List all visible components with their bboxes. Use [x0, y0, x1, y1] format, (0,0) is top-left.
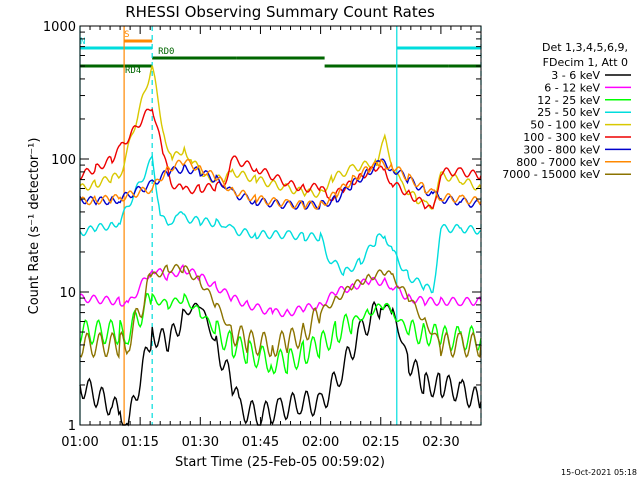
legend-entry-label: 50 - 100 keV: [530, 119, 600, 132]
observing-state-bars: S N RD0 RD4: [80, 30, 481, 76]
legend-entry-label: 3 - 6 keV: [551, 69, 600, 82]
chart-title: RHESSI Observing Summary Count Rates: [125, 3, 435, 21]
legend-entry-label: 7000 - 15000 keV: [502, 168, 600, 181]
y-axis: 1 10 100 1000: [43, 20, 481, 434]
legend-entry-label: 100 - 300 keV: [523, 131, 600, 144]
x-tick-label: 02:15: [362, 435, 399, 450]
legend-entry-label: 25 - 50 keV: [537, 106, 600, 119]
y-axis-label: Count Rate (s⁻¹ detector⁻¹): [27, 138, 42, 315]
series-line-8: [79, 263, 482, 360]
x-tick-label: 02:30: [422, 435, 459, 450]
series-line-1: [79, 263, 482, 318]
state-bar-label-n: N: [80, 37, 85, 47]
legend-header-line: FDecim 1, Att 0: [543, 56, 628, 69]
legend-header-line: Det 1,3,4,5,6,9,: [542, 41, 628, 54]
series-line-7: [79, 158, 482, 211]
legend-entry-label: 800 - 7000 keV: [516, 156, 600, 169]
legend-entry-label: 12 - 25 keV: [537, 94, 600, 107]
footer-timestamp: 15-Oct-2021 05:18: [561, 468, 637, 477]
legend-entry-label: 300 - 800 keV: [523, 143, 600, 156]
x-tick-label: 01:15: [121, 435, 158, 450]
legend: Det 1,3,4,5,6,9, FDecim 1, Att 03 - 6 keV…: [502, 41, 631, 181]
x-tick-label: 01:30: [182, 435, 219, 450]
y-tick-label: 1000: [43, 20, 76, 35]
x-axis-label: Start Time (25-Feb-05 00:59:02): [175, 455, 385, 470]
state-bar-label-s: S: [124, 30, 129, 40]
x-tick-label: 02:00: [302, 435, 339, 450]
x-axis: 01:00 01:15 01:30 01:45 02:00 02:15 02:30: [61, 26, 482, 450]
y-tick-label: 10: [59, 286, 76, 301]
series-line-3: [79, 154, 482, 294]
legend-entry-label: 6 - 12 keV: [544, 81, 600, 94]
vertical-markers: [79, 26, 482, 425]
series-line-2: [79, 292, 482, 375]
state-bar-label-rd4: RD4: [125, 66, 141, 76]
series-line-5: [79, 108, 482, 210]
y-tick-label: 100: [51, 153, 76, 168]
plot-frame: [79, 25, 482, 426]
state-bar-label-rd0: RD0: [158, 47, 174, 57]
y-tick-label: 1: [68, 419, 76, 434]
series-lines: [79, 65, 482, 427]
x-tick-label: 01:45: [242, 435, 279, 450]
x-tick-label: 01:00: [61, 435, 98, 450]
series-line-0: [79, 300, 482, 427]
series-line-4: [79, 65, 482, 210]
